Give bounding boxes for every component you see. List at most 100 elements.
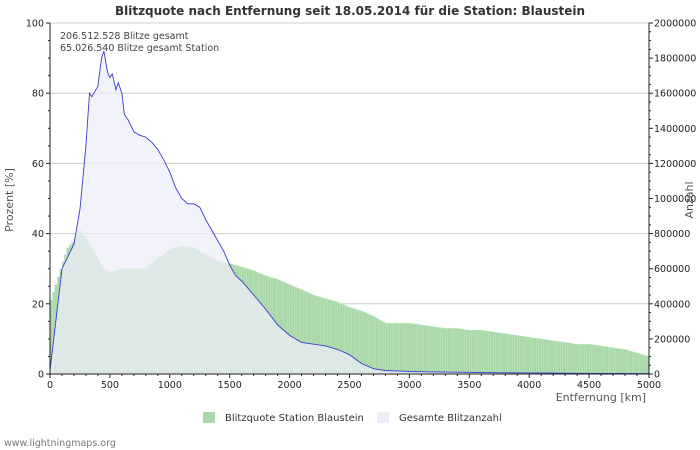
legend-label-area: Gesamte Blitzanzahl (399, 413, 502, 424)
x-tick-label-7: 3500 (457, 380, 481, 391)
y-left-tick-label-3: 60 (32, 159, 44, 170)
bar (622, 349, 626, 375)
y-right-tick-label-3: 600000 (654, 264, 690, 275)
bar (617, 348, 621, 375)
bar (500, 332, 503, 375)
y-right-tick-label-10: 2000000 (654, 19, 696, 30)
x-tick-label-8: 4000 (517, 380, 541, 391)
bar (517, 335, 520, 375)
bar (378, 319, 381, 375)
bar (406, 322, 410, 375)
bar (543, 339, 547, 375)
bar (634, 352, 638, 375)
annotation-station-strikes: 65.026.540 Blitze gesamt Station (60, 43, 219, 54)
bar (536, 338, 539, 375)
bar (438, 327, 441, 375)
bar (526, 336, 530, 375)
y-right-tick-label-4: 800000 (654, 229, 690, 240)
bar (545, 339, 549, 375)
bar (593, 344, 597, 375)
bar (466, 329, 470, 375)
bar (576, 344, 580, 375)
bar (457, 328, 460, 375)
bar (442, 328, 446, 375)
y-axis-left-label: Prozent [%] (3, 168, 16, 232)
area-line (49, 50, 650, 375)
bar (459, 328, 463, 375)
y-right-tick-label-5: 1000000 (654, 194, 696, 205)
bar (560, 341, 563, 375)
bar (375, 318, 379, 375)
bar (569, 343, 573, 375)
bar (426, 325, 429, 375)
bar (588, 344, 592, 375)
x-tick-label-3: 1500 (218, 380, 242, 391)
y-left-tick-label-2: 40 (32, 229, 44, 240)
bar (639, 353, 642, 375)
bar (627, 350, 630, 375)
bar (397, 322, 400, 375)
bar (385, 322, 388, 375)
bar (373, 316, 377, 375)
bar (512, 334, 515, 375)
legend-label-bars: Blitzquote Station Blaustein (225, 413, 364, 424)
x-tick-label-10: 5000 (637, 380, 661, 391)
bar (416, 324, 420, 375)
bar (615, 348, 619, 375)
footer-credit: www.lightningmaps.org (4, 438, 116, 449)
bar (493, 331, 496, 375)
bar (567, 342, 571, 375)
bar (490, 331, 494, 375)
bar (433, 326, 436, 375)
bar (476, 329, 480, 375)
bar (483, 330, 487, 375)
bar (553, 340, 556, 375)
y-left-tick-label-5: 100 (26, 19, 44, 30)
bar (366, 313, 369, 375)
y-right-tick-label-8: 1600000 (654, 89, 696, 100)
bar (624, 349, 628, 375)
bar (596, 345, 599, 375)
bar (495, 332, 499, 375)
bar (605, 346, 609, 375)
y-left-tick-label-4: 80 (32, 89, 44, 100)
bar (632, 351, 635, 375)
y-right-tick-label-6: 1200000 (654, 159, 696, 170)
bar (586, 344, 590, 375)
bar (591, 344, 595, 375)
legend: Blitzquote Station Blaustein Gesamte Bli… (203, 412, 502, 424)
bar (449, 328, 453, 375)
bar (452, 328, 456, 375)
bar (471, 329, 475, 375)
bar (382, 322, 386, 375)
bar (399, 322, 403, 375)
bar (370, 315, 374, 375)
x-tick-label-9: 4500 (577, 380, 601, 391)
bar (461, 329, 465, 375)
x-tick-label-2: 1000 (158, 380, 182, 391)
bar (533, 337, 537, 375)
bar (600, 345, 604, 375)
bar (509, 334, 513, 375)
bar (502, 333, 506, 375)
bar (505, 333, 508, 375)
y-right-tick-label-2: 400000 (654, 299, 690, 310)
bar (608, 346, 611, 375)
x-tick-label-1: 500 (101, 380, 119, 391)
bar (557, 341, 561, 375)
bar (485, 330, 489, 375)
bar (581, 344, 585, 375)
bar (421, 324, 424, 375)
bar (390, 322, 393, 375)
bar (524, 336, 527, 375)
bar (387, 322, 391, 375)
bar (579, 344, 583, 375)
bar (636, 353, 640, 375)
bar (562, 342, 566, 375)
bar (473, 329, 477, 375)
bar (531, 337, 535, 375)
bar (428, 325, 432, 375)
y-axis-right-label: Anzahl (683, 181, 696, 218)
legend-swatch-bars (203, 412, 215, 423)
